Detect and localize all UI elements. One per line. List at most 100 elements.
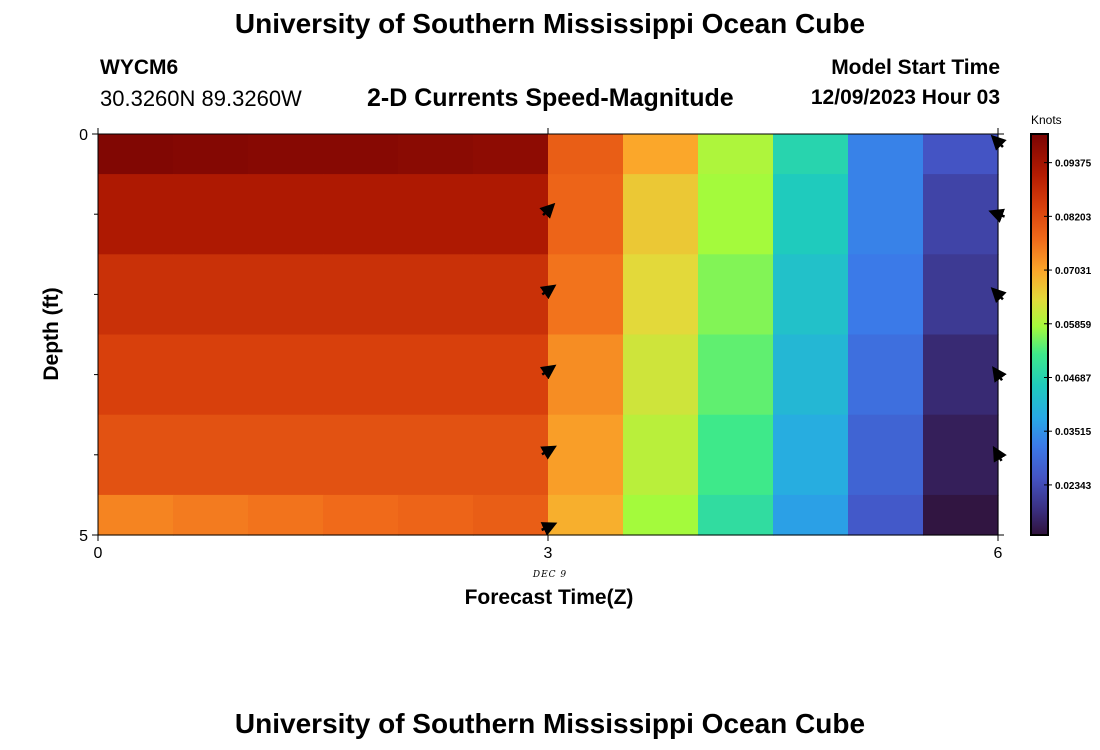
heatmap-cell [248, 254, 324, 336]
heatmap-cell [698, 134, 774, 175]
heatmap-cell [398, 254, 474, 336]
colorbar-tick-label: 0.03515 [1055, 427, 1092, 438]
heatmap-cell [398, 494, 474, 536]
colorbar-tick-label: 0.09375 [1055, 159, 1092, 170]
heatmap-cell [848, 414, 924, 496]
heatmap-cell [548, 174, 624, 255]
heatmap-cell [323, 334, 399, 416]
current-vector-arrow [539, 364, 557, 380]
footer-title: University of Southern Mississippi Ocean… [234, 708, 866, 739]
colorbar [1030, 133, 1049, 536]
y-tick-label: 5 [79, 528, 88, 545]
model-start-label: Model Start Time [831, 56, 1000, 79]
page-title: University of Southern Mississippi Ocean… [234, 8, 866, 39]
heatmap-cell [473, 134, 549, 175]
y-tick-label: 0 [79, 127, 88, 144]
heatmap-cell [698, 254, 774, 336]
model-start-value: 12/09/2023 Hour 03 [810, 86, 1000, 109]
heatmap-cell [923, 414, 999, 496]
heatmap-cell [548, 134, 624, 175]
heatmap-cell [323, 254, 399, 336]
colorbar-tick-label: 0.04687 [1055, 373, 1092, 384]
heatmap-cell [98, 134, 174, 175]
heatmap-cell [848, 174, 924, 255]
current-vector-arrow [990, 287, 1007, 304]
current-vector-arrow [539, 284, 557, 300]
heatmap-cell [248, 174, 324, 255]
current-vectors [539, 134, 1007, 536]
heatmap-cell [698, 334, 774, 416]
chart-subtitle: 2-D Currents Speed-Magnitude [367, 84, 734, 112]
y-axis-title: Depth (ft) [40, 287, 63, 380]
heatmap-cell [323, 494, 399, 536]
heatmap-cell [698, 174, 774, 255]
heatmap-cell [98, 254, 174, 336]
heatmap-cell [848, 134, 924, 175]
heatmap-cell [98, 494, 174, 536]
heatmap-cell [248, 414, 324, 496]
heatmap-cell [923, 174, 999, 255]
station-id: WYCM6 [100, 56, 179, 79]
colorbar-tick-label: 0.07031 [1055, 266, 1092, 277]
heatmap-cell [773, 414, 849, 496]
heatmap-cell [98, 334, 174, 416]
heatmap-cell [773, 254, 849, 336]
heatmap-cell [773, 334, 849, 416]
current-vector-arrow [992, 445, 1007, 463]
heatmap-cell [473, 414, 549, 496]
heatmap-cell [398, 174, 474, 255]
colorbar-tick-label: 0.05859 [1055, 320, 1092, 331]
heatmap-cell [698, 494, 774, 536]
heatmap-cells [98, 134, 999, 536]
heatmap-cell [548, 334, 624, 416]
colorbar-ticks: 0.09375 0.08203 0.07031 0.05859 0.04687 0.035… [1044, 159, 1092, 492]
heatmap-cell [473, 254, 549, 336]
colorbar-units: Knots [1031, 113, 1062, 127]
station-coordinates: 30.3260N 89.3260W [100, 86, 302, 111]
x-tick-label: 3 [544, 545, 553, 562]
heatmap-cell [173, 334, 249, 416]
heatmap-cell [98, 414, 174, 496]
heatmap-cell [623, 334, 699, 416]
heatmap-cell [848, 494, 924, 536]
current-vector-arrow [539, 202, 556, 219]
heatmap-cell [398, 414, 474, 496]
current-vector-arrow [990, 134, 1007, 151]
current-vector-arrow [540, 522, 558, 536]
heatmap-cell [248, 134, 324, 175]
heatmap-cell [248, 494, 324, 536]
heatmap-cell [773, 174, 849, 255]
heatmap-cell [473, 334, 549, 416]
heatmap-cell [923, 334, 999, 416]
heatmap-cell [773, 494, 849, 536]
heatmap-cell [173, 494, 249, 536]
heatmap-cell [173, 254, 249, 336]
heatmap-cell [623, 174, 699, 255]
heatmap-cell [173, 174, 249, 255]
heatmap-cell [248, 334, 324, 416]
x-axis-title: Forecast Time(Z) [465, 586, 634, 609]
heatmap-cell [323, 414, 399, 496]
heatmap-cell [623, 494, 699, 536]
date-label: DEC 9 [532, 570, 567, 580]
heatmap-cell [923, 494, 999, 536]
heatmap-cell [623, 254, 699, 336]
current-vector-arrow [540, 445, 557, 460]
x-tick-label: 0 [94, 545, 103, 562]
heatmap-cell [173, 414, 249, 496]
heatmap-cell [923, 134, 999, 175]
current-vector-arrow [988, 208, 1006, 223]
heatmap-cell [323, 174, 399, 255]
heatmap-cell [848, 334, 924, 416]
axes: 0 3 605 [79, 127, 1004, 562]
heatmap-cell [923, 254, 999, 336]
heatmap-cell [323, 134, 399, 175]
heatmap-cell [398, 334, 474, 416]
colorbar-tick-label: 0.02343 [1055, 481, 1092, 492]
heatmap-cell [548, 254, 624, 336]
heatmap-cell [623, 414, 699, 496]
x-tick-label: 6 [994, 545, 1003, 562]
heatmap-cell [548, 414, 624, 496]
heatmap-cell [398, 134, 474, 175]
